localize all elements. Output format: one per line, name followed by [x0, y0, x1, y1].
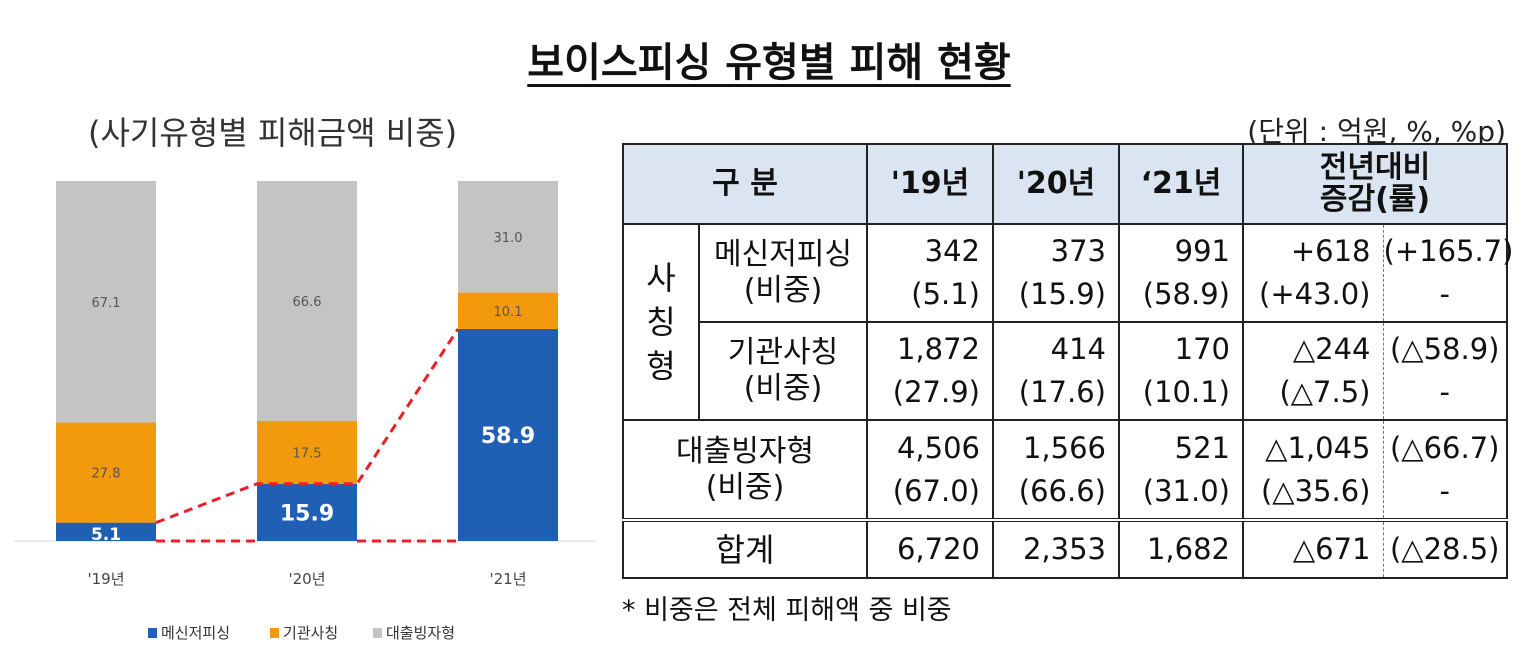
row-label: 기관사칭 (비중) [698, 321, 868, 421]
cell-change: △1,045 (△35.6) [1242, 419, 1384, 521]
bar-segment [56, 181, 156, 423]
legend-label: 기관사칭 [283, 624, 338, 642]
bar-segment [458, 328, 558, 541]
header-category: 구 분 [622, 143, 868, 225]
data-label: 17.5 [293, 446, 322, 461]
x-tick-label: '20년 [288, 570, 325, 588]
cell-value: 414 (17.6) [992, 321, 1120, 421]
data-label: 5.1 [91, 525, 121, 545]
legend-swatch [148, 628, 157, 638]
footnote: * 비중은 전체 피해액 중 비중 [622, 595, 952, 626]
bar-segment [56, 422, 156, 523]
header-2020: '20년 [992, 143, 1120, 225]
stacked-bar-chart: 5.1 27.8 67.1 '19년 15.9 17.5 66.6 '20년 58.9 10.1 3… [14, 181, 596, 642]
total-row: 합계 6,720 2,353 1,682 △671 (△28.5) [622, 518, 1508, 579]
cell-change: +618 (+43.0) [1242, 223, 1384, 323]
table-header-row: 구 분 '19년 '20년 ‘21년 전년대비 증감(률) [622, 143, 1508, 225]
row-label: 대출빙자형 (비중) [622, 419, 868, 521]
cell-rate: (△58.9) - [1382, 321, 1508, 421]
unit-note: (단위 : 억원, %, %p) [1247, 115, 1506, 148]
total-change: △671 [1242, 518, 1384, 579]
cell-rate: (+165.7) - [1382, 223, 1513, 323]
data-label: 67.1 [92, 296, 121, 311]
chart-title: (사기유형별 피해금액 비중) [88, 114, 458, 152]
total-2020: 2,353 [992, 518, 1120, 579]
row-label: 메신저피싱 (비중) [698, 223, 868, 323]
cell-value: 1,566 (66.6) [992, 419, 1120, 521]
data-label: 27.8 [92, 467, 121, 482]
bar-segment [458, 181, 558, 293]
header-2019: '19년 [866, 143, 994, 225]
bar-segment [257, 181, 357, 421]
x-tick-label: '19년 [87, 570, 124, 588]
legend-label: 메신저피싱 [161, 624, 230, 642]
page-title: 보이스피싱 유형별 피해 현황 [527, 40, 1011, 86]
cell-value: 4,506 (67.0) [866, 419, 994, 521]
legend-label: 대출빙자형 [386, 624, 455, 642]
bar-segment [257, 483, 357, 541]
cell-change: △244 (△7.5) [1242, 321, 1384, 421]
cell-value: 373 (15.9) [992, 223, 1120, 323]
bar-segment [56, 522, 156, 541]
cell-value: 521 (31.0) [1118, 419, 1244, 521]
total-label: 합계 [622, 518, 868, 579]
cell-value: 991 (58.9) [1118, 223, 1244, 323]
cell-value: 342 (5.1) [866, 223, 994, 323]
total-2019: 6,720 [866, 518, 994, 579]
table-row: 기관사칭 (비중) 1,872 (27.9) 414 (17.6) 170 (10.1)… [623, 321, 1508, 421]
legend-swatch [270, 628, 279, 638]
total-rate: (△28.5) [1382, 518, 1508, 579]
total-2021: 1,682 [1118, 518, 1244, 579]
data-label: 31.0 [494, 231, 523, 246]
table-row: 대출빙자형 (비중) 4,506 (67.0) 1,566 (66.6) 521 (31… [622, 419, 1508, 521]
data-label: 66.6 [293, 295, 322, 310]
data-label: 58.9 [481, 424, 535, 449]
data-label: 10.1 [494, 305, 523, 320]
cell-rate: (△66.7) - [1382, 419, 1508, 521]
legend-swatch [373, 628, 382, 638]
data-label: 15.9 [280, 501, 334, 526]
bar-segment [458, 292, 558, 329]
bar-segment [257, 420, 357, 484]
cell-value: 170 (10.1) [1118, 321, 1244, 421]
trend-line [155, 328, 460, 525]
cell-value: 1,872 (27.9) [866, 321, 994, 421]
header-change: 전년대비 증감(률) [1242, 143, 1508, 225]
header-2021: ‘21년 [1118, 143, 1244, 225]
x-tick-label: '21년 [489, 570, 526, 588]
